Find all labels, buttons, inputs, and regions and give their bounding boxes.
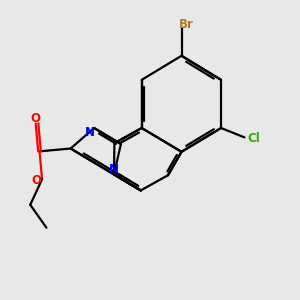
Text: Br: Br (178, 18, 194, 31)
Text: N: N (109, 163, 119, 176)
Text: O: O (31, 174, 41, 187)
Text: N: N (85, 126, 94, 139)
Text: O: O (31, 112, 40, 125)
Text: Cl: Cl (247, 132, 260, 146)
